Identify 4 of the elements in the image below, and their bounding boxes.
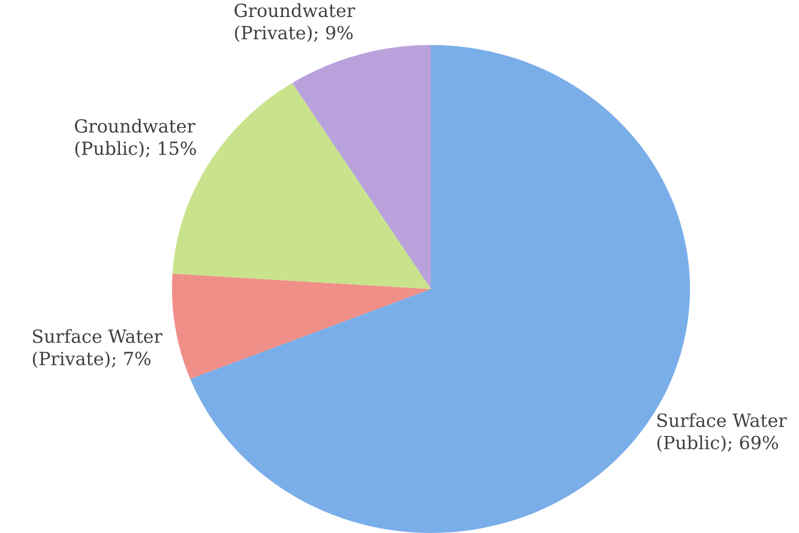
- slice-label: Groundwater (Private); 9%: [234, 3, 356, 42]
- slice-label: Groundwater (Public); 15%: [74, 118, 196, 158]
- slice-label: Surface Water (Public); 69%: [657, 413, 787, 452]
- slice-label: Surface Water (Private); 7%: [32, 329, 162, 368]
